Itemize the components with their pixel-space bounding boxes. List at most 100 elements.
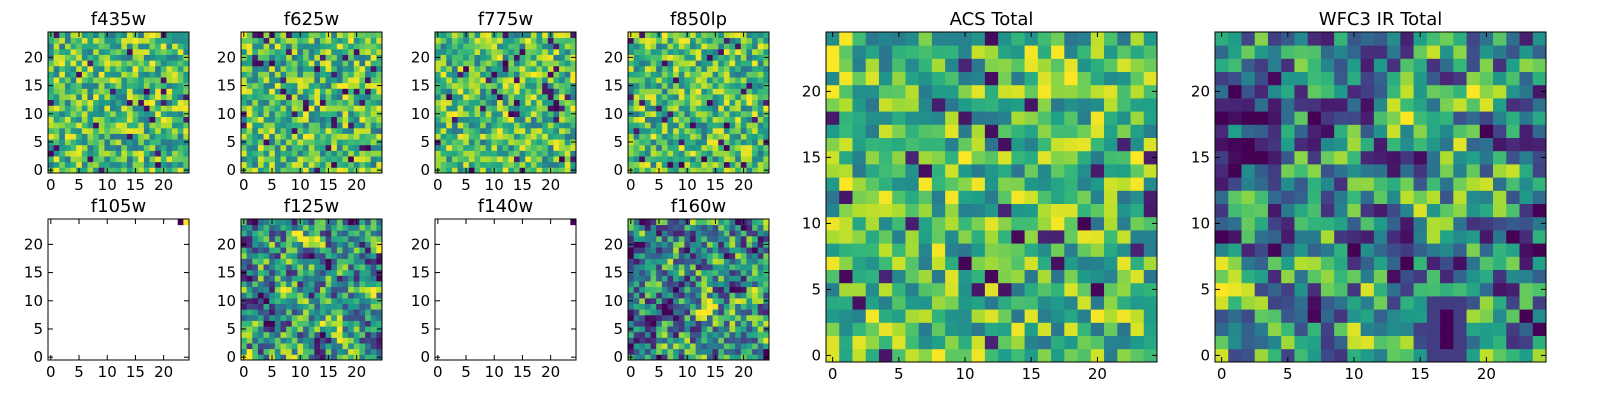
heatmap-cell (138, 54, 145, 61)
heatmap-cell (291, 292, 298, 299)
heatmap-cell (740, 258, 747, 265)
heatmap-cell (1387, 256, 1401, 270)
heatmap-cell (740, 286, 747, 293)
heatmap-cell (695, 275, 702, 282)
heatmap-cell (87, 150, 94, 157)
y-tick-label: 0 (613, 161, 623, 179)
heatmap-cell (183, 99, 190, 106)
heatmap-cell (639, 326, 646, 333)
heatmap-cell (246, 110, 253, 117)
heatmap-cell (1090, 45, 1105, 59)
heatmap-cell (931, 45, 946, 59)
heatmap-cell (644, 88, 651, 95)
heatmap-cell (138, 94, 145, 101)
heatmap-cell (1117, 150, 1131, 165)
heatmap-cell (59, 150, 66, 157)
heatmap-cell (826, 45, 840, 59)
heatmap-cell (1426, 269, 1441, 284)
heatmap-cell (336, 235, 343, 242)
heatmap-cell (1104, 164, 1118, 178)
heatmap-cell (530, 88, 537, 95)
heatmap-cell (502, 43, 509, 50)
heatmap-cell (457, 99, 464, 106)
heatmap-cell (706, 94, 713, 101)
heatmap-cell (59, 122, 66, 129)
heatmap-cell (536, 71, 543, 78)
heatmap-cell (149, 150, 156, 157)
heatmap-cell (661, 230, 668, 237)
heatmap-cell (530, 43, 537, 50)
heatmap-cell (984, 256, 999, 270)
heatmap-cell (1090, 111, 1105, 125)
heatmap-cell (673, 139, 680, 146)
heatmap-cell (359, 354, 366, 361)
heatmap-cell (440, 133, 447, 140)
heatmap-cell (508, 65, 515, 72)
heatmap-cell (712, 247, 719, 254)
heatmap-cell (998, 230, 1012, 244)
heatmap-cell (661, 94, 668, 101)
heatmap-cell (667, 94, 674, 101)
heatmap-cell (673, 269, 680, 276)
heatmap-cell (763, 235, 770, 242)
heatmap-cell (348, 297, 355, 304)
heatmap-cell (1143, 124, 1158, 138)
heatmap-cell (701, 235, 708, 242)
heatmap-cell (241, 264, 248, 271)
heatmap-cell (1254, 230, 1269, 244)
heatmap-cell (1426, 322, 1441, 336)
heatmap-cell (314, 320, 321, 327)
heatmap-cell (852, 203, 867, 218)
heatmap-cell (342, 269, 349, 276)
heatmap-cell (639, 241, 646, 248)
heatmap-cell (564, 122, 571, 129)
heatmap-cell (684, 326, 691, 333)
heatmap-cell (497, 150, 504, 157)
heatmap-cell (497, 94, 504, 101)
heatmap-cell (1064, 124, 1078, 138)
heatmap-cell (1466, 335, 1481, 350)
heatmap-cell (143, 156, 150, 163)
heatmap-cell (839, 296, 853, 310)
heatmap-cell (971, 84, 986, 99)
heatmap-cell (644, 110, 651, 117)
heatmap-cell (502, 71, 509, 78)
heatmap-cell (115, 54, 122, 61)
heatmap-cell (331, 331, 338, 338)
heatmap-cell (303, 139, 310, 146)
heatmap-cell (729, 139, 736, 146)
heatmap-cell (1320, 216, 1335, 231)
heatmap-cell (633, 161, 640, 168)
heatmap-cell (480, 133, 487, 140)
heatmap-cell (172, 133, 179, 140)
heatmap-cell (536, 48, 543, 55)
heatmap-cell (553, 110, 560, 117)
heatmap-cell (673, 71, 680, 78)
heatmap-cell (650, 32, 657, 39)
heatmap-cell (1254, 335, 1269, 350)
heatmap-cell (314, 94, 321, 101)
heatmap-cell (263, 354, 270, 361)
heatmap-cell (480, 65, 487, 72)
heatmap-cell (149, 94, 156, 101)
heatmap-cell (314, 65, 321, 72)
heatmap-cell (667, 224, 674, 231)
heatmap-cell (76, 127, 83, 134)
heatmap-cell (342, 156, 349, 163)
heatmap-cell (485, 82, 492, 89)
heatmap-cell (684, 303, 691, 310)
heatmap-cell (331, 105, 338, 112)
heatmap-cell (536, 116, 543, 123)
heatmap-cell (1387, 282, 1401, 297)
heatmap-cell (64, 88, 71, 95)
heatmap-cell (673, 94, 680, 101)
heatmap-cell (331, 65, 338, 72)
heatmap-cell (633, 297, 640, 304)
heatmap-cell (519, 94, 526, 101)
heatmap-cell (729, 241, 736, 248)
heatmap-cell (269, 297, 276, 304)
heatmap-cell (160, 94, 167, 101)
heatmap-cell (359, 54, 366, 61)
heatmap-cell (723, 144, 730, 151)
heatmap-cell (274, 297, 281, 304)
